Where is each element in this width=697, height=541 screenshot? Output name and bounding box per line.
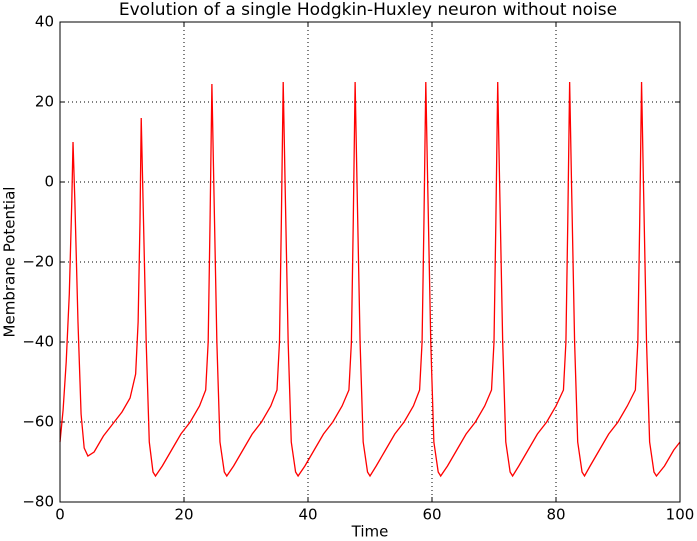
plot-frame [59,21,681,503]
data-line [59,81,681,478]
x-tick-label: 100 [666,506,695,524]
y-tick-label: −40 [22,333,54,351]
y-tick-label: 40 [35,13,54,31]
y-tick-label: 0 [44,173,54,191]
chart-title: Evolution of a single Hodgkin-Huxley neu… [119,0,617,20]
x-tick-label: 0 [55,506,65,524]
x-tick-label: 40 [298,506,317,524]
y-tick-label: 20 [35,93,54,111]
y-axis-label: Membrane Potential [1,187,19,338]
y-tick-label: −20 [22,253,54,271]
y-tick-label: −80 [22,493,54,511]
x-axis-label: Time [351,523,389,541]
x-tick-label: 20 [174,506,193,524]
x-tick-label: 80 [546,506,565,524]
x-tick-label: 60 [422,506,441,524]
y-tick-label: −60 [22,413,54,431]
